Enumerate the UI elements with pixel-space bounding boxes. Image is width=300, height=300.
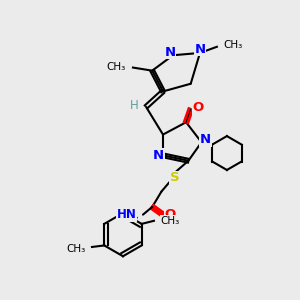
Text: CH₃: CH₃: [67, 244, 86, 254]
Text: N: N: [194, 43, 206, 56]
Text: H: H: [130, 99, 138, 112]
Text: N: N: [164, 46, 175, 59]
Text: HN: HN: [117, 208, 137, 221]
Text: CH₃: CH₃: [223, 40, 242, 50]
Text: O: O: [193, 101, 204, 114]
Text: CH₃: CH₃: [160, 216, 179, 226]
Text: N: N: [200, 134, 211, 146]
Text: CH₃: CH₃: [107, 62, 126, 72]
Text: O: O: [164, 208, 175, 221]
Text: N: N: [153, 149, 164, 162]
Text: S: S: [170, 171, 179, 184]
